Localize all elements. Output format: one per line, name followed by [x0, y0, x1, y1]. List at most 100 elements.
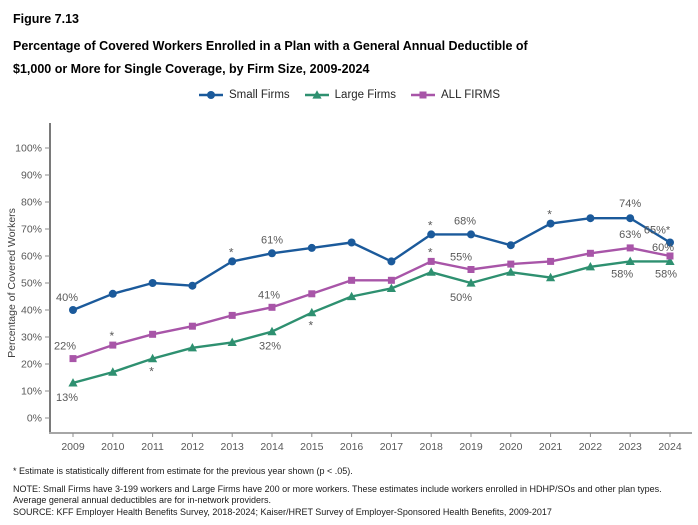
- marker-all-firms-2023: [626, 244, 634, 252]
- significance-asterisk-small-firms-2013: *: [229, 245, 234, 259]
- marker-all-firms-2015: [308, 290, 316, 298]
- marker-small-firms-2021: [546, 219, 555, 228]
- legend-marker-square-icon: [411, 91, 436, 99]
- data-label-large-firms-2024: 58%: [655, 268, 677, 280]
- data-label-large-firms-2019: 50%: [450, 292, 472, 304]
- marker-all-firms-2011: [149, 330, 157, 338]
- marker-all-firms-2012: [188, 322, 196, 330]
- marker-large-firms-2015: [307, 307, 317, 317]
- marker-large-firms-2009: [68, 378, 78, 387]
- data-label-large-firms-2023: 58%: [611, 268, 633, 280]
- marker-large-firms-2017: [386, 283, 396, 292]
- series-line-large-firms: [72, 260, 670, 385]
- significance-asterisk-large-firms-2015: *: [308, 319, 313, 333]
- marker-small-firms-2024: [666, 238, 674, 247]
- marker-all-firms-2021: [547, 257, 555, 265]
- marker-large-firms-2022: [585, 262, 595, 271]
- marker-small-firms-2019: [467, 230, 475, 239]
- series-line-all-firms: [72, 246, 671, 360]
- x-tick-label-2010: 2010: [101, 441, 125, 453]
- data-label-all-firms-2014: 41%: [258, 289, 280, 301]
- marker-large-firms-2016: [347, 291, 357, 301]
- x-tick-label-2020: 2020: [499, 441, 523, 453]
- legend-item-all-firms: ALL FIRMS: [410, 89, 500, 101]
- marker-all-firms-2010: [109, 341, 117, 349]
- y-tick-label: 40%: [21, 305, 42, 317]
- legend-label-all-firms: ALL FIRMS: [441, 89, 501, 101]
- legend-item-large-firms: Large Firms: [304, 89, 396, 101]
- marker-small-firms-2020: [506, 241, 515, 250]
- marker-small-firms-2010: [108, 289, 117, 298]
- data-label-large-firms-2009: 13%: [56, 392, 78, 404]
- marker-large-firms-2018: [426, 267, 436, 276]
- series-line-small-firms: [72, 216, 671, 312]
- y-tick-label: 10%: [21, 386, 42, 398]
- marker-small-firms-2009: [69, 306, 77, 314]
- line-chart: 0% 10% 20% 30% 40% 50% 60% 70% 80% 90% 100% 2009 201…: [6, 123, 692, 453]
- x-tick-label-2024: 2024: [658, 441, 682, 453]
- marker-small-firms-2015: [307, 243, 316, 252]
- y-axis-title: Percentage of Covered Workers: [6, 208, 18, 358]
- marker-large-firms-2021: [546, 272, 556, 282]
- marker-all-firms-2017: [387, 276, 395, 284]
- x-tick-label-2021: 2021: [539, 441, 563, 453]
- significance-asterisk-all-firms-2010: *: [109, 329, 114, 343]
- legend-marker-large-firms: [312, 90, 322, 99]
- legend: Small Firms Large Firms ALL FIRMS: [0, 89, 698, 101]
- x-tick-label-2015: 2015: [300, 441, 324, 453]
- chart-title-line-2: $1,000 or More for Single Coverage, by F…: [13, 62, 370, 76]
- marker-large-firms-2019: [466, 278, 476, 287]
- y-tick-label: 80%: [21, 197, 42, 209]
- marker-small-firms-2014: [268, 249, 276, 258]
- x-tick-label-2014: 2014: [260, 441, 284, 453]
- x-tick-label-2009: 2009: [61, 441, 85, 453]
- figure-label: Figure 7.13: [13, 12, 79, 26]
- marker-large-firms-2020: [506, 267, 516, 276]
- data-label-all-firms-2009: 22%: [54, 341, 76, 353]
- data-label-small-firms-2024: 65%*: [644, 225, 671, 237]
- marker-all-firms-2016: [348, 276, 356, 284]
- x-tick-label-2019: 2019: [459, 441, 483, 453]
- footnote-note: NOTE: Small Firms have 3-199 workers and…: [13, 483, 662, 506]
- significance-asterisk-small-firms-2021: *: [547, 208, 552, 222]
- significance-asterisk-large-firms-2011: *: [149, 365, 154, 379]
- footnote-significance: * Estimate is statistically different fr…: [13, 466, 353, 476]
- data-label-all-firms-2019: 55%: [450, 252, 472, 264]
- y-tick-label: 0%: [27, 413, 42, 425]
- legend-item-small-firms: Small Firms: [198, 89, 290, 101]
- x-tick-label-2013: 2013: [221, 441, 245, 453]
- y-tick-label: 50%: [21, 278, 42, 290]
- y-tick-label: 70%: [21, 224, 42, 236]
- significance-asterisk-small-firms-2018: *: [428, 218, 433, 232]
- significance-asterisk-all-firms-2018: *: [428, 245, 433, 259]
- footnotes: * Estimate is statistically different fr…: [13, 466, 689, 518]
- marker-large-firms-2014: [267, 326, 277, 336]
- data-label-large-firms-2014: 32%: [259, 341, 281, 353]
- marker-small-firms-2023: [626, 214, 635, 223]
- data-label-all-firms-2024: 60%: [652, 242, 674, 254]
- marker-large-firms-2011: [148, 353, 158, 363]
- marker-large-firms-2010: [108, 367, 118, 376]
- marker-large-firms-2023: [625, 256, 635, 265]
- x-tick-label-2018: 2018: [420, 441, 444, 453]
- marker-small-firms-2012: [188, 281, 197, 290]
- data-label-small-firms-2014: 61%: [261, 234, 283, 246]
- marker-small-firms-2017: [387, 257, 396, 266]
- marker-large-firms-2012: [187, 343, 197, 352]
- marker-all-firms-2014: [268, 303, 276, 311]
- marker-all-firms-2009: [69, 355, 77, 363]
- y-tick-label: 30%: [21, 332, 42, 344]
- data-label-small-firms-2009: 40%: [56, 292, 78, 304]
- chart-title-line-1: Percentage of Covered Workers Enrolled i…: [13, 39, 528, 53]
- marker-all-firms-2020: [507, 260, 515, 268]
- header: Figure 7.13 Percentage of Covered Worker…: [13, 12, 685, 81]
- y-tick-label: 90%: [21, 170, 42, 182]
- marker-small-firms-2011: [148, 279, 157, 287]
- legend-marker-all-firms: [419, 91, 427, 99]
- marker-large-firms-2024: [665, 256, 675, 265]
- data-label-small-firms-2023: 74%: [619, 198, 641, 210]
- legend-marker-small-firms: [206, 91, 215, 99]
- marker-large-firms-2013: [227, 337, 237, 346]
- x-tick-label-2011: 2011: [141, 441, 164, 453]
- y-tick-label: 100%: [15, 143, 42, 155]
